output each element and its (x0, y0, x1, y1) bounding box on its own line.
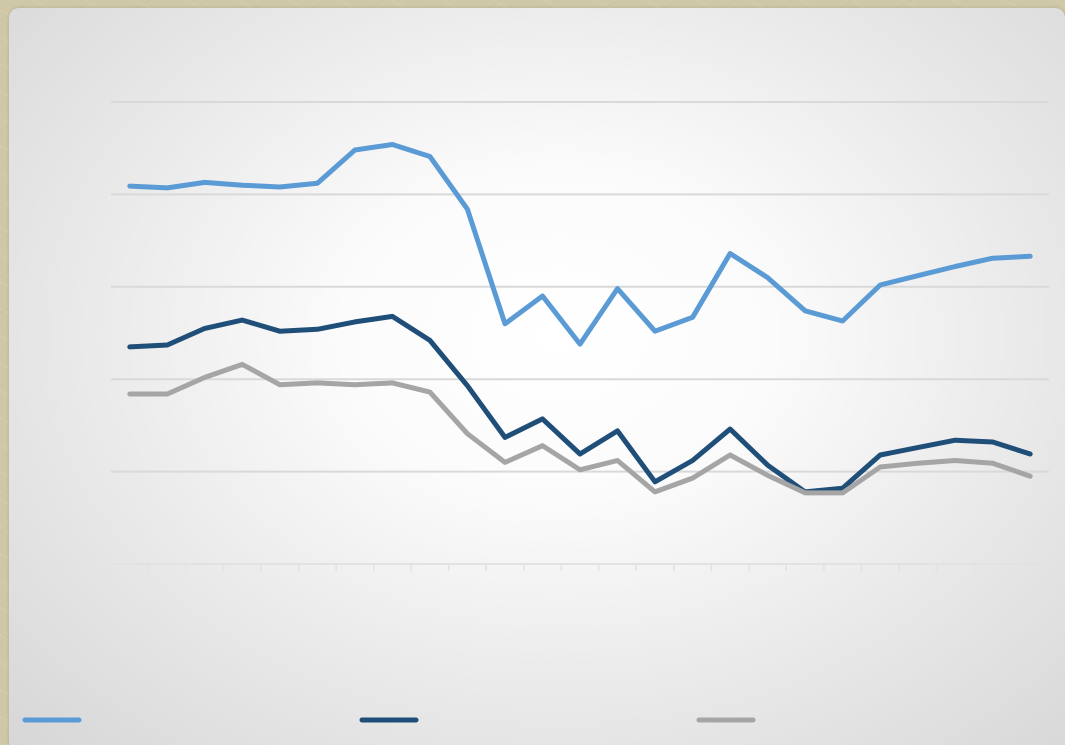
gridlines (111, 101, 1049, 473)
series-line-3 (127, 361, 1033, 496)
line-chart (22, 101, 1050, 723)
series-line-1 (127, 142, 1033, 347)
series-layer (127, 142, 1033, 496)
series-line-2 (127, 313, 1033, 495)
x-axis (110, 563, 1050, 571)
chart-frame (9, 8, 1065, 745)
